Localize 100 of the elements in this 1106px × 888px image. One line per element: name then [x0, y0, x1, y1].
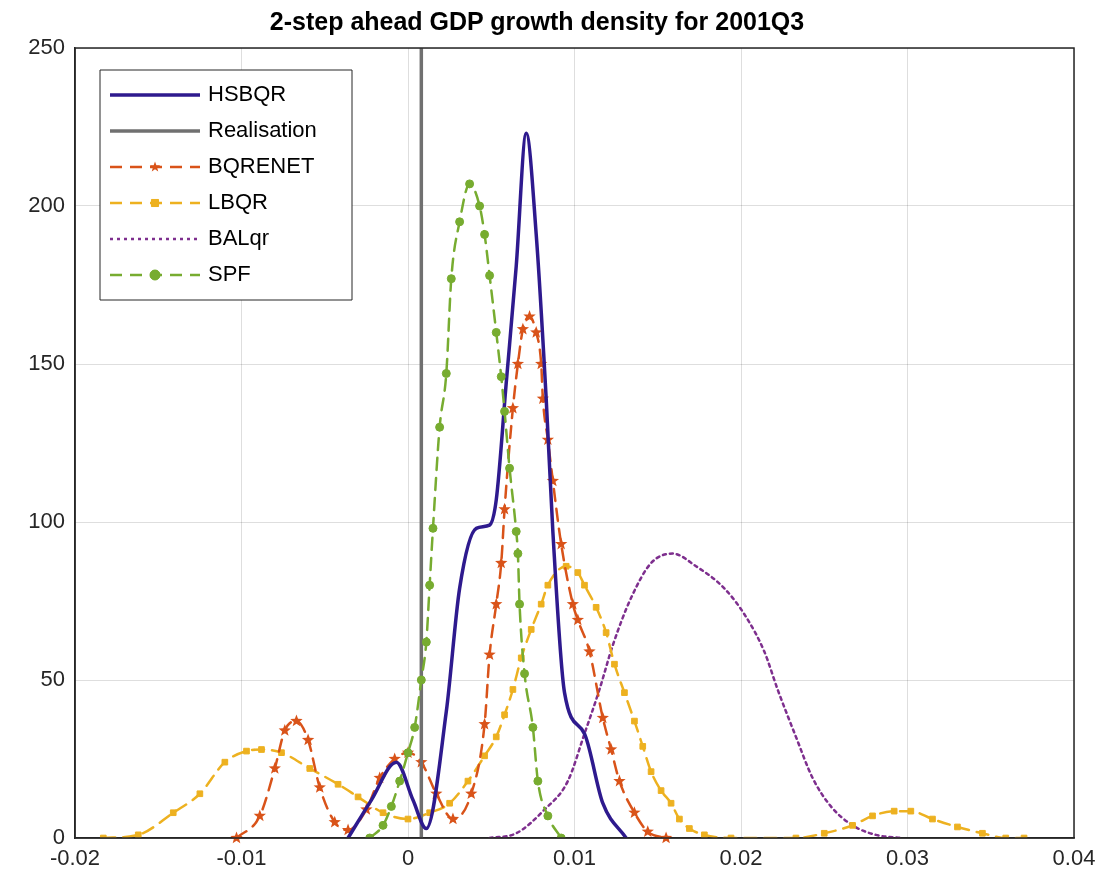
point [395, 776, 405, 786]
point [602, 629, 610, 636]
point [441, 368, 451, 378]
point [628, 806, 641, 818]
point [515, 599, 525, 609]
point [313, 780, 326, 793]
point [334, 780, 342, 788]
point [611, 660, 618, 668]
point [543, 811, 553, 821]
point [196, 790, 204, 798]
point [537, 600, 545, 608]
x-tick-label: 0.01 [553, 845, 596, 871]
point [676, 815, 683, 823]
point [604, 743, 618, 755]
point [571, 613, 585, 626]
point [481, 752, 488, 760]
point [378, 820, 388, 830]
y-tick-label: 100 [28, 508, 65, 534]
point [639, 743, 647, 750]
point [496, 372, 506, 382]
point [498, 502, 511, 515]
point [435, 422, 445, 432]
point [290, 714, 303, 727]
point [455, 217, 465, 227]
point [533, 776, 543, 786]
point [169, 809, 177, 817]
point [592, 603, 600, 611]
point [869, 812, 876, 820]
point [301, 733, 315, 746]
point [446, 799, 453, 807]
x-tick-label: 0 [401, 845, 415, 871]
point [544, 581, 552, 589]
point [416, 675, 426, 685]
point [221, 758, 229, 766]
point [278, 749, 285, 757]
point [475, 201, 485, 211]
point [464, 777, 472, 785]
point [243, 747, 250, 755]
point [428, 523, 438, 533]
point [621, 689, 628, 696]
point [701, 831, 708, 838]
x-tick-label: 0.02 [719, 845, 763, 871]
legend-label: Realisation [208, 117, 317, 143]
point [404, 815, 412, 823]
point [258, 746, 265, 753]
point [820, 829, 828, 837]
point [505, 463, 515, 473]
point [511, 526, 521, 536]
point [929, 815, 936, 823]
point [328, 815, 341, 828]
point [379, 809, 387, 817]
point [581, 581, 588, 589]
point [528, 722, 538, 732]
point [253, 809, 266, 822]
legend-label: HSBQR [208, 81, 287, 107]
point [480, 229, 490, 239]
point [421, 637, 431, 647]
point [509, 686, 517, 693]
point [478, 717, 491, 730]
point [583, 645, 596, 657]
point [513, 549, 523, 559]
legend-label: SPF [208, 261, 251, 287]
point [890, 807, 898, 815]
point [641, 825, 654, 837]
point [631, 717, 638, 725]
point [520, 669, 530, 679]
point [491, 327, 501, 337]
chart-title: 2-step ahead GDP growth density for 2001Q3 [269, 6, 805, 35]
y-tick-label: 50 [40, 666, 65, 692]
point [657, 787, 665, 794]
point [134, 831, 142, 838]
point [506, 401, 520, 414]
point [516, 322, 530, 335]
y-tick-label: 250 [28, 34, 65, 60]
point [574, 569, 582, 576]
point [555, 537, 568, 550]
x-tick-label: 0.04 [1052, 845, 1096, 871]
point [511, 357, 525, 370]
point [446, 812, 460, 825]
point [596, 711, 609, 724]
legend-label: LBQR [208, 189, 268, 215]
point [446, 274, 456, 284]
point [465, 787, 478, 800]
point [278, 724, 291, 736]
point [354, 793, 362, 801]
point [410, 722, 420, 732]
point [954, 823, 961, 831]
point [647, 768, 655, 775]
point [523, 310, 536, 322]
x-tick-label: 0.03 [886, 845, 929, 871]
point [386, 801, 396, 811]
y-tick-label: 200 [28, 192, 65, 218]
legend-label: BQRENET [208, 153, 315, 179]
point [425, 580, 435, 590]
point [566, 597, 580, 610]
point [490, 597, 503, 610]
point [686, 825, 693, 832]
point [268, 761, 281, 774]
point [979, 829, 986, 837]
point [492, 733, 500, 741]
